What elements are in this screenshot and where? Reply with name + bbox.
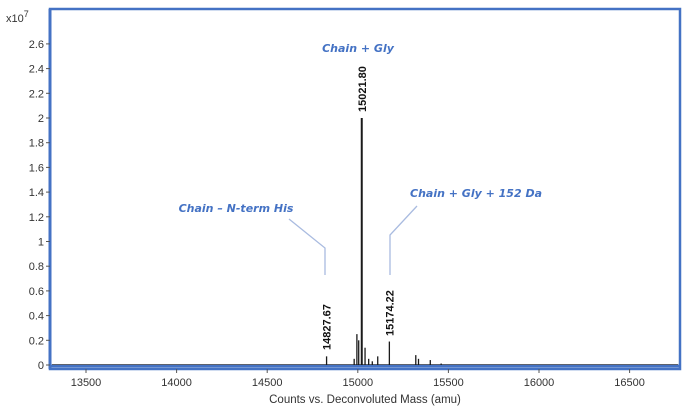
leader-line-152da <box>389 205 418 275</box>
x-tick-label: 15500 <box>433 377 464 389</box>
peak-mass-label: 15021.80 <box>357 66 369 112</box>
leader-line-nterm <box>288 218 326 275</box>
annotation-leaders <box>288 205 418 275</box>
spectrum-trace <box>325 118 442 365</box>
y-tick-label: 0.6 <box>29 286 44 298</box>
y-tick-label: 0.8 <box>29 261 44 273</box>
peak-annotation: Chain – N-term His <box>179 202 294 215</box>
y-tick-label: 1 <box>38 237 44 249</box>
x-tick-label: 15000 <box>343 377 374 389</box>
peak-annotation: Chain + Gly + 152 Da <box>410 187 542 200</box>
peak-annotation: Chain + Gly <box>322 42 395 55</box>
y-tick-label: 1.4 <box>29 187 44 199</box>
peak-mass-label: 14827.67 <box>322 304 334 350</box>
y-tick-label: 1.8 <box>29 138 44 150</box>
peak-mass-label: 15174.22 <box>384 290 396 336</box>
y-tick-label: 2.6 <box>29 39 44 51</box>
x-axis-label: Counts vs. Deconvoluted Mass (amu) <box>269 394 461 406</box>
y-tick-label: 0 <box>38 360 44 372</box>
y-tick-label: 1.6 <box>29 162 44 174</box>
peak-mass-labels: 14827.67 15021.80 15174.22 <box>322 66 397 350</box>
y-tick-label: 1.2 <box>29 212 44 224</box>
peak-annotations: Chain + Gly Chain – N-term His Chain + Gly… <box>179 42 542 215</box>
y-multiplier: x107 <box>6 9 29 25</box>
x-tick-label: 14000 <box>161 377 192 389</box>
plot-frame <box>48 7 682 371</box>
y-tick-label: 0.2 <box>29 335 44 347</box>
x-tick-label: 16000 <box>524 377 555 389</box>
y-tick-label: 0.4 <box>29 311 44 323</box>
x-tick-label: 16500 <box>614 377 645 389</box>
y-axis-ticks: 0 0.2 0.4 0.6 0.8 1 1.2 1.4 1.6 1.8 2 2.2 2.4 2.6 <box>29 39 50 372</box>
x-tick-label: 13500 <box>71 377 102 389</box>
y-tick-label: 2.2 <box>29 88 44 100</box>
x-tick-label: 14500 <box>252 377 283 389</box>
y-tick-label: 2 <box>38 113 44 125</box>
y-tick-label: 2.4 <box>29 64 44 76</box>
x-axis-ticks: 13500 14000 14500 15000 15500 16000 16500 <box>71 369 645 389</box>
